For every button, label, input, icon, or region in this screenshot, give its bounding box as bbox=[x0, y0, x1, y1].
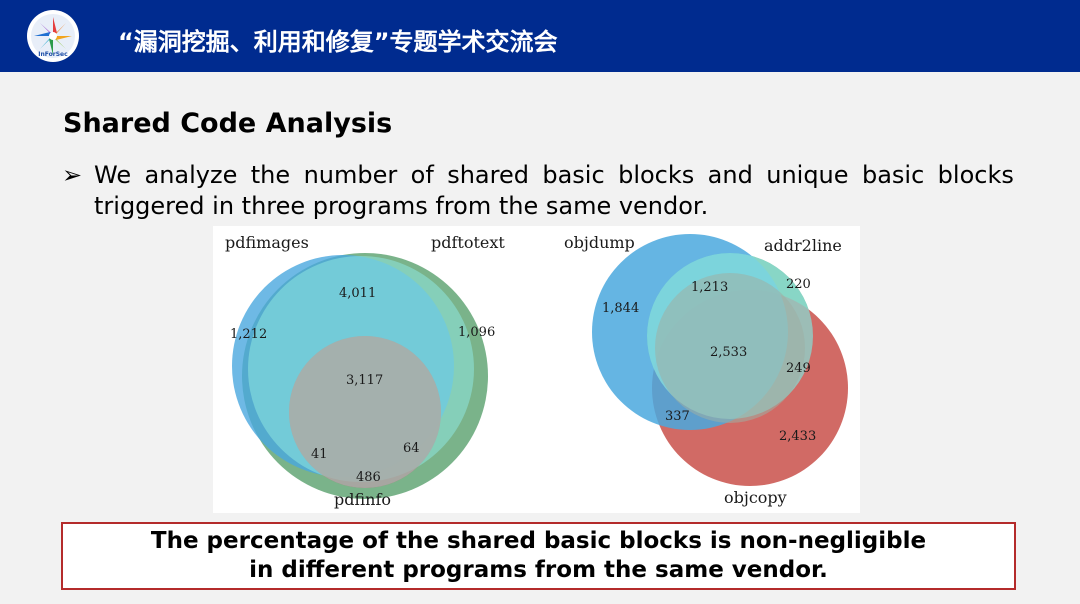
bullet-word: We bbox=[94, 161, 132, 189]
inforsec-logo: InForSec bbox=[27, 10, 79, 62]
bullet-word: shared bbox=[447, 161, 529, 189]
conclusion-line-1: The percentage of the shared basic block… bbox=[150, 528, 927, 554]
conclusion-line-2: in different programs from the same vend… bbox=[249, 557, 828, 583]
bullet-word: blocks bbox=[937, 161, 1014, 189]
bullet-word: unique bbox=[766, 161, 849, 189]
venn-left-value-only-pdftotext: 1,096 bbox=[458, 325, 495, 340]
venn-right-value-only-addr2line: 220 bbox=[786, 277, 811, 292]
venn-left-value-pdfimages-pdftotext: 4,011 bbox=[339, 286, 376, 301]
venn-left-label-pdftotext: pdftotext bbox=[431, 233, 505, 252]
venn-right-value-objdump-addr2line: 1,213 bbox=[691, 280, 728, 295]
venn-right-value-addr2line-objcopy: 249 bbox=[786, 361, 811, 376]
venn-left-value-only-pdfinfo: 486 bbox=[356, 470, 381, 485]
bullet-text-line-2: triggered in three programs from the sam… bbox=[94, 192, 709, 220]
venn-right-label-objdump: objdump bbox=[564, 233, 635, 252]
venn-left-label-pdfimages: pdfimages bbox=[225, 233, 309, 252]
slide-title: Shared Code Analysis bbox=[63, 108, 393, 139]
bullet-arrow-icon: ➢ bbox=[62, 161, 83, 189]
bullet-text-line-1: We analyze the number of shared basic blocks and… bbox=[94, 160, 1014, 191]
bullet-word: basic bbox=[861, 161, 925, 189]
venn-left-region-center bbox=[289, 336, 441, 488]
venn-left-value-pdfimages-pdfinfo: 41 bbox=[311, 447, 328, 462]
bullet-word: basic bbox=[542, 161, 605, 189]
venn-right-region-center bbox=[655, 273, 805, 423]
venn-diagrams-panel: pdfimages pdftotext pdfinfo 1,212 1,096 … bbox=[213, 226, 860, 513]
venn-diagrams: pdfimages pdftotext pdfinfo 1,212 1,096 … bbox=[225, 233, 848, 509]
bullet-word: the bbox=[250, 161, 291, 189]
venn-right-value-objdump-objcopy: 337 bbox=[665, 409, 690, 424]
venn-left: pdfimages pdftotext pdfinfo 1,212 1,096 … bbox=[225, 233, 505, 509]
venn-right-value-all-three: 2,533 bbox=[710, 345, 747, 360]
conference-title: “漏洞挖掘、利用和修复”专题学术交流会 bbox=[118, 28, 558, 56]
svg-text:InForSec: InForSec bbox=[38, 51, 68, 58]
venn-right-label-objcopy: objcopy bbox=[724, 488, 787, 507]
bullet-word: number bbox=[303, 161, 398, 189]
venn-left-label-pdfinfo: pdfinfo bbox=[334, 490, 391, 509]
venn-right: objdump addr2line objcopy 1,844 1,213 22… bbox=[564, 233, 848, 507]
venn-left-value-only-pdfimages: 1,212 bbox=[230, 327, 267, 342]
slide-header: InForSec “漏洞挖掘、利用和修复”专题学术交流会 bbox=[0, 0, 1080, 72]
bullet-word: blocks bbox=[618, 161, 695, 189]
bullet-word: of bbox=[410, 161, 434, 189]
conclusion-box: The percentage of the shared basic block… bbox=[61, 522, 1016, 590]
venn-right-value-only-objcopy: 2,433 bbox=[779, 429, 816, 444]
venn-right-label-addr2line: addr2line bbox=[764, 236, 842, 255]
venn-left-value-all-three: 3,117 bbox=[346, 373, 383, 388]
venn-left-value-pdftotext-pdfinfo: 64 bbox=[403, 441, 420, 456]
bullet-word: and bbox=[707, 161, 753, 189]
bullet-word: analyze bbox=[144, 161, 238, 189]
venn-right-value-only-objdump: 1,844 bbox=[602, 301, 639, 316]
